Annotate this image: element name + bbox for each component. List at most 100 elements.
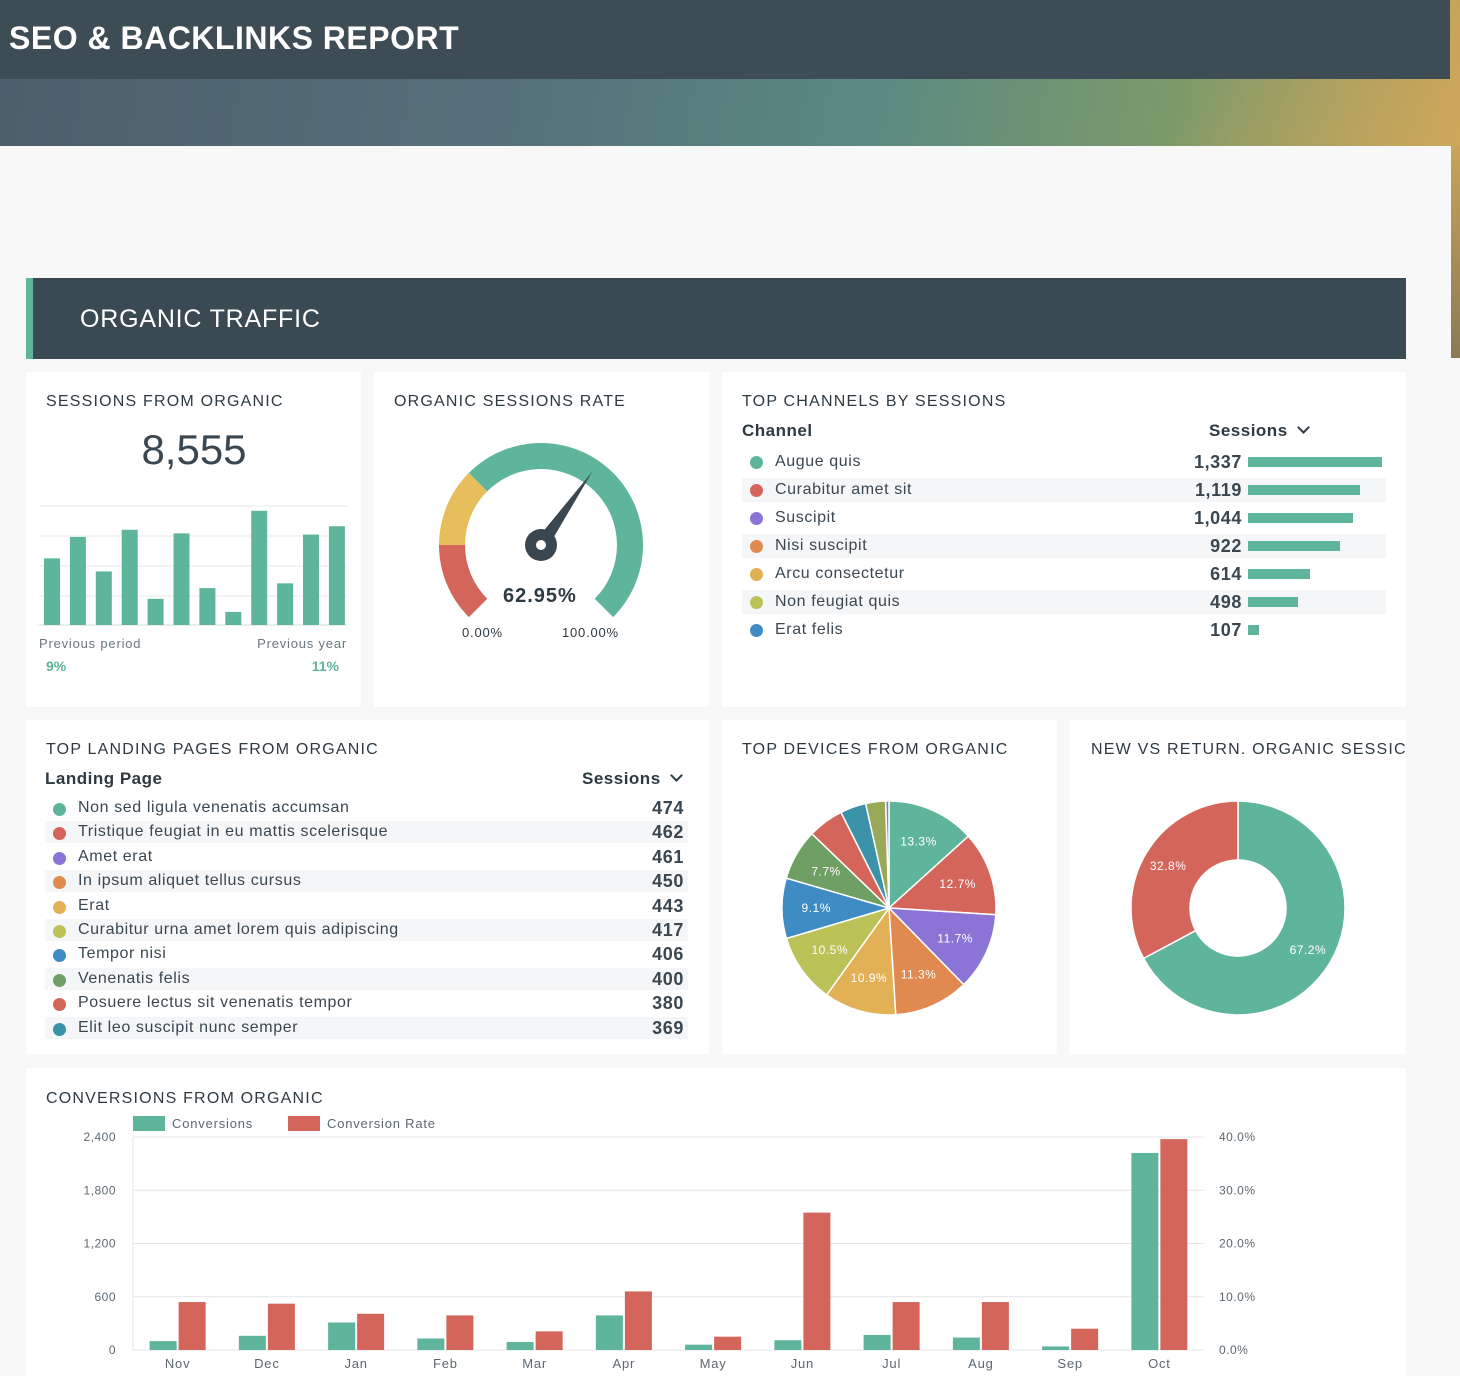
spark-bar [147, 598, 164, 625]
conversions-bar [149, 1341, 177, 1350]
conversions-card: CONVERSIONS FROM ORGANIC 2,400 40.0% 1,800… [26, 1068, 1406, 1376]
pie-slice [888, 906, 965, 1016]
prev-period-value: 9% [46, 658, 67, 674]
landing-sessions-value: 369 [652, 1017, 684, 1038]
conversion-rate-bar [1160, 1139, 1188, 1350]
channel-label: Augue quis [775, 453, 862, 470]
prev-year-label: Previous year [257, 636, 347, 651]
series-color-dot [53, 925, 66, 938]
report-title: SEO & BACKLINKS REPORT [9, 20, 460, 56]
conversions-bar [328, 1322, 356, 1350]
gauge-hub-center [536, 540, 546, 550]
slice-label: 67.2% [1290, 943, 1327, 957]
sessions-header-label: Sessions [1209, 421, 1288, 440]
rate-gauge [439, 443, 643, 618]
slice-label: 32.8% [1150, 859, 1187, 873]
pie-slice [825, 905, 897, 1016]
sessions-header-label: Sessions [582, 769, 661, 788]
channel-sessions-bar [1248, 541, 1341, 551]
conversion-rate-bar [535, 1331, 563, 1350]
x-axis-tick: Feb [433, 1356, 458, 1371]
conversions-bar [1131, 1152, 1159, 1350]
legend-swatch [288, 1116, 320, 1131]
spark-bar [303, 534, 319, 625]
prev-period-label: Previous period [39, 636, 142, 651]
banner-edge [1451, 146, 1460, 358]
legend-label: Conversions [172, 1116, 253, 1131]
channel-sessions-value: 498 [1210, 592, 1242, 612]
spark-bar [95, 571, 112, 625]
card-title: TOP DEVICES FROM ORGANIC [742, 741, 1009, 758]
card-title: ORGANIC SESSIONS RATE [394, 393, 627, 410]
channel-sessions-bar [1248, 485, 1361, 495]
landing-page-label: Curabitur urna amet lorem quis adipiscin… [78, 921, 399, 938]
devices-pie-chart: 13.3% 12.7% 11.7% 11.3% 10.9%10.5% 9.1% 7.7% [781, 800, 997, 1016]
channel-row: Augue quis 1,337 [742, 450, 1386, 474]
channel-label: Nisi suscipit [775, 537, 868, 554]
series-color-dot [750, 456, 763, 469]
channel-row: Curabitur amet sit 1,119 [742, 478, 1386, 502]
series-color-dot [53, 949, 66, 963]
landing-row: Venenatis felis 400 [45, 967, 688, 990]
landing-row: Non sed ligula venenatis accumsan 474 [45, 797, 688, 819]
section-header: ORGANIC TRAFFIC [26, 278, 1406, 359]
pie-slice [1130, 800, 1239, 960]
card-title: NEW VS RETURN. ORGANIC SESSIC [1091, 741, 1406, 758]
spark-bar [277, 583, 294, 625]
slice-label: 10.5% [811, 943, 848, 957]
spark-bar [328, 526, 345, 625]
chevron-down-icon [1297, 421, 1310, 434]
x-axis-tick: Sep [1057, 1356, 1083, 1371]
report-header: SEO & BACKLINKS REPORT [0, 0, 1450, 79]
x-axis-tick: Mar [522, 1356, 547, 1371]
conversions-bar [774, 1340, 802, 1350]
spark-bar [251, 510, 268, 625]
conversion-rate-bar [357, 1313, 385, 1350]
landing-page-label: Venenatis felis [78, 969, 191, 987]
landing-row: Amet erat 461 [45, 846, 688, 868]
prev-year-value: 11% [311, 658, 339, 674]
channel-row: Non feugiat quis 498 [742, 590, 1386, 614]
card-title: TOP CHANNELS BY SESSIONS [742, 393, 1007, 410]
conversions-bar [238, 1335, 266, 1350]
pie-slice [888, 800, 970, 910]
landing-row: Tristique feugiat in eu mattis scelerisq… [45, 821, 688, 844]
newret-card: NEW VS RETURN. ORGANIC SESSIC 67.2% 32.8% [1070, 720, 1406, 1054]
landing-page-label: Elit leo suscipit nunc semper [78, 1018, 299, 1036]
sessions-value: 8,555 [141, 426, 247, 473]
landing-sessions-value: 443 [652, 895, 684, 916]
right-axis-tick: 30.0% [1219, 1183, 1256, 1197]
conversion-rate-bar [446, 1315, 474, 1350]
spark-bar [173, 533, 190, 625]
x-axis-tick: Jun [791, 1356, 814, 1371]
pie-slice [884, 800, 890, 909]
sessions-sort-header[interactable]: Sessions [1209, 421, 1310, 441]
channel-label: Curabitur amet sit [775, 481, 913, 498]
landing-sessions-value: 450 [652, 871, 684, 892]
pie-slice [785, 906, 891, 997]
conversions-bar [685, 1344, 713, 1350]
landing-row: Curabitur urna amet lorem quis adipiscin… [45, 919, 688, 941]
x-axis-tick: Aug [968, 1356, 994, 1371]
x-axis-tick: May [700, 1356, 727, 1371]
pie-slice [887, 907, 997, 986]
left-axis-tick: 0 [109, 1343, 116, 1357]
x-axis-tick: Oct [1148, 1356, 1171, 1371]
slice-label: 13.3% [900, 834, 937, 848]
channel-sessions-value: 922 [1210, 536, 1242, 556]
series-color-dot [53, 827, 66, 841]
sessions-card: SESSIONS FROM ORGANIC 8,555 Previous per… [26, 372, 361, 707]
landing-row: Posuere lectus sit venenatis tempor 380 [45, 992, 688, 1014]
series-color-dot [53, 973, 66, 987]
channel-sessions-value: 614 [1210, 564, 1242, 584]
devices-card: TOP DEVICES FROM ORGANIC 13.3% 12.7% 11.7%… [722, 720, 1057, 1054]
channel-sessions-bar [1248, 625, 1259, 635]
x-axis-tick: Jan [344, 1356, 367, 1371]
conversion-rate-bar [178, 1302, 206, 1350]
slice-label: 11.7% [937, 931, 973, 945]
left-axis-tick: 1,200 [83, 1237, 116, 1251]
series-color-dot [750, 540, 763, 553]
series-color-dot [53, 803, 66, 816]
sessions-sort-header[interactable]: Sessions [582, 769, 683, 789]
conversions-bar [952, 1337, 980, 1350]
